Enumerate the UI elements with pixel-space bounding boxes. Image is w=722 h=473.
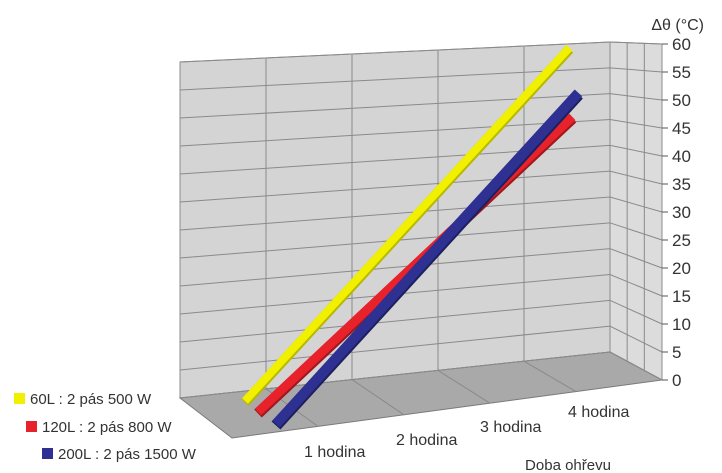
legend-label: 60L : 2 pás 500 W [30, 391, 152, 408]
legend-label: 200L : 2 pás 1500 W [58, 446, 197, 463]
x-axis-label: Doba ohřevu [525, 457, 611, 473]
legend: 60L : 2 pás 500 W 120L : 2 pás 800 W 200L … [14, 391, 197, 463]
gridline-floor [437, 369, 491, 404]
series-line-3 [272, 89, 583, 428]
chart-series-lines [241, 44, 583, 430]
legend-label: 120L : 2 pás 800 W [42, 419, 172, 436]
y-tick-label: 0 [672, 371, 681, 390]
y-tick-label: 50 [672, 91, 691, 110]
y-tick-label: 35 [672, 175, 691, 194]
y-axis-label: Δθ (°C) [651, 17, 704, 34]
series-line [271, 89, 583, 430]
legend-swatch [26, 421, 37, 432]
y-tick-label: 20 [672, 259, 691, 278]
x-tick-label: 4 hodina [568, 404, 629, 421]
legend-swatch [42, 448, 53, 459]
legend-item: 60L : 2 pás 500 W [14, 391, 152, 408]
series-line-1 [242, 44, 573, 404]
chart-walls [178, 41, 664, 439]
x-axis-ticks: 1 hodina 2 hodina 3 hodina 4 hodina [304, 404, 629, 461]
side-wall [609, 41, 663, 381]
y-tick-label: 10 [672, 315, 691, 334]
legend-item: 120L : 2 pás 800 W [26, 419, 172, 436]
gridline-y [179, 351, 663, 399]
gridline-floor [351, 379, 405, 416]
x-tick-label: 3 hodina [480, 419, 541, 436]
legend-item: 200L : 2 pás 1500 W [42, 446, 197, 463]
y-tick-label: 15 [672, 287, 691, 306]
series-line [241, 44, 574, 406]
back-wall [179, 41, 611, 399]
y-axis-ticks: 0 5 10 15 20 25 30 35 40 45 50 55 60 [662, 35, 691, 390]
y-tick-label: 25 [672, 231, 691, 250]
y-tick-label: 45 [672, 119, 691, 138]
gridline-floor [523, 360, 577, 393]
x-tick-label: 1 hodina [304, 444, 365, 461]
y-tick-label: 40 [672, 147, 691, 166]
legend-swatch [14, 393, 25, 404]
y-tick-label: 5 [672, 343, 681, 362]
x-tick-label: 2 hodina [396, 432, 457, 449]
y-tick-label: 60 [672, 35, 691, 54]
y-tick-label: 30 [672, 203, 691, 222]
y-tick-label: 55 [672, 63, 691, 82]
chart-gridlines [179, 41, 663, 427]
